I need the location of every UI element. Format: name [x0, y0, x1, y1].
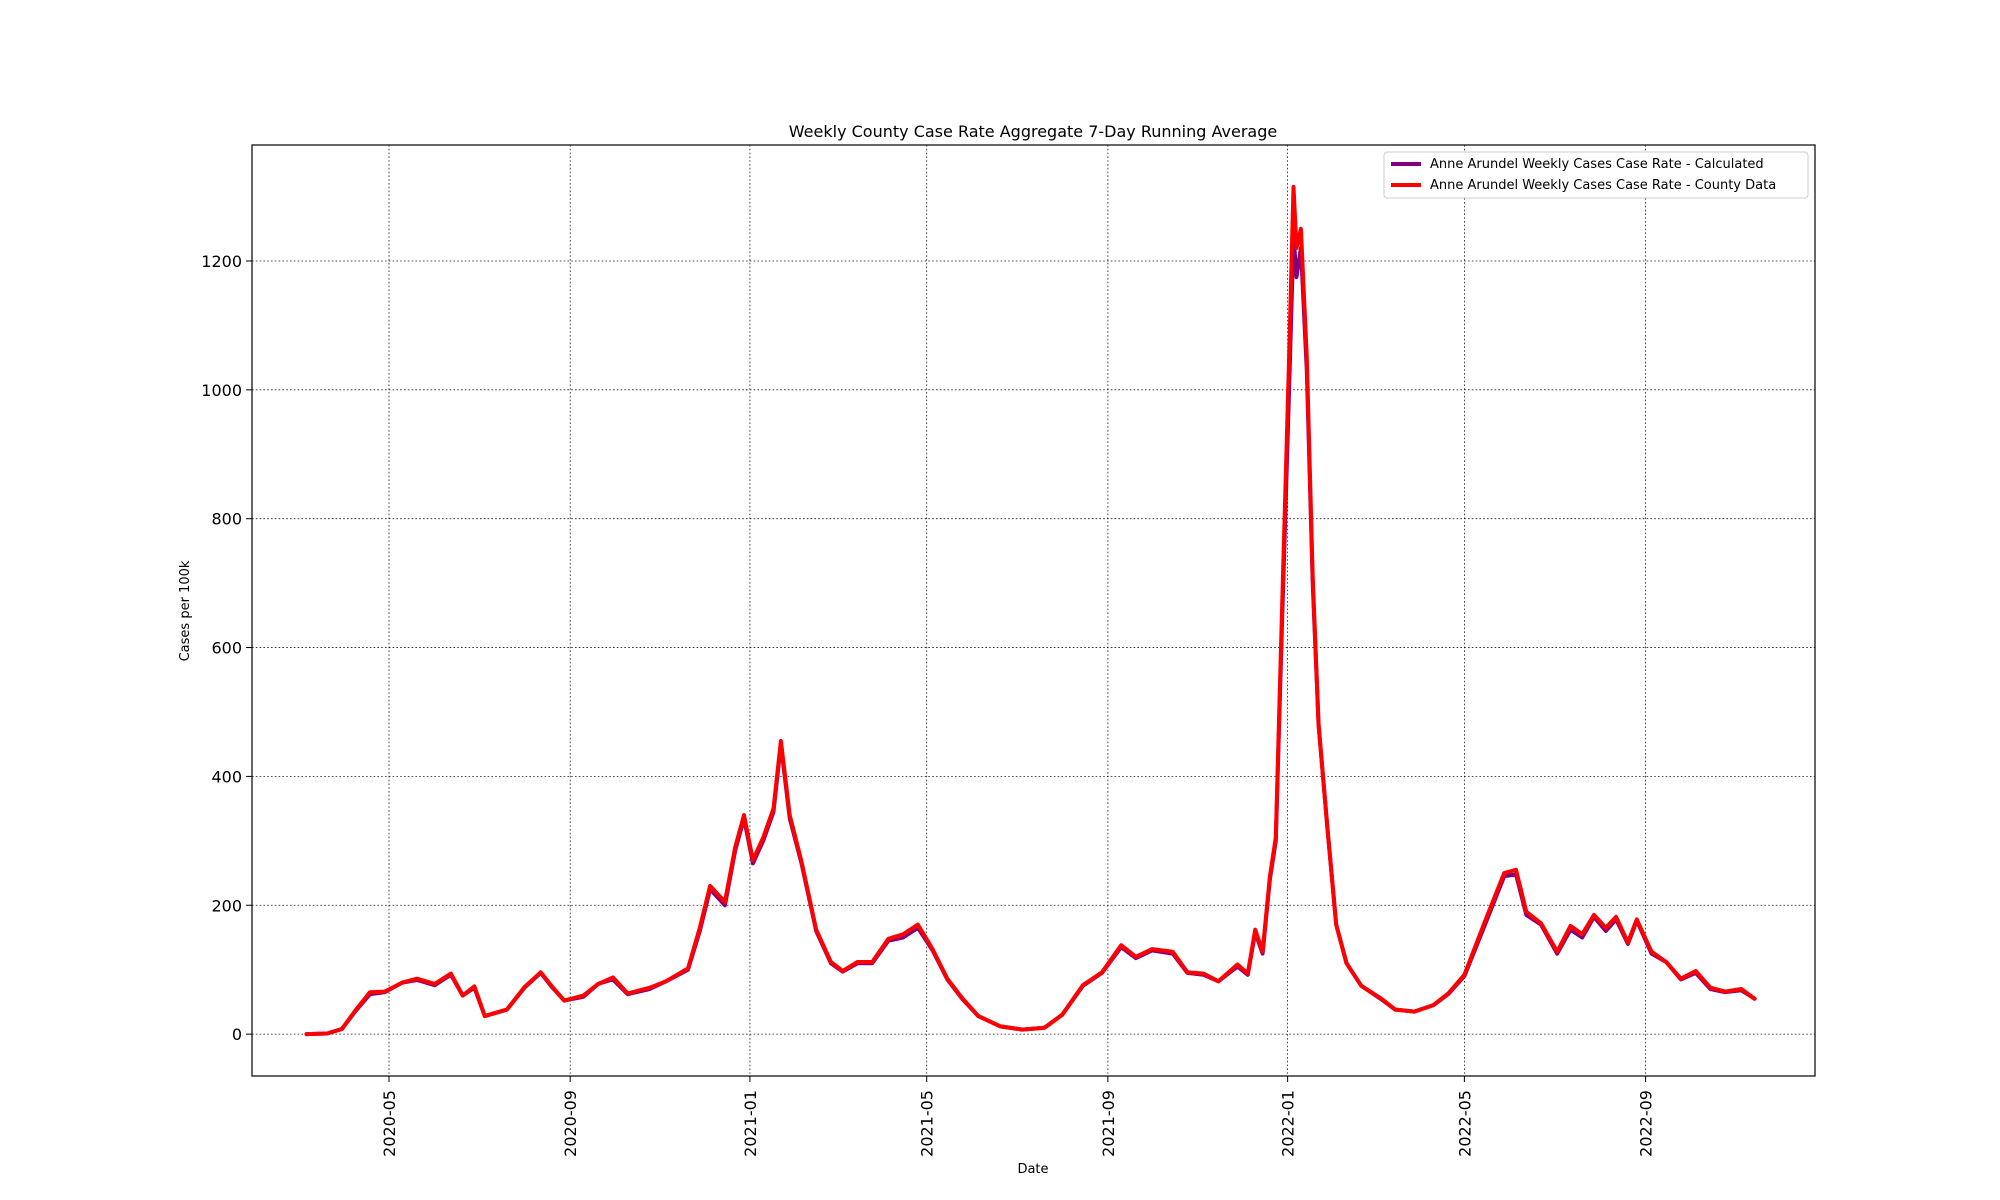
x-tick-label: 2022-01	[1279, 1090, 1298, 1157]
x-tick-label: 2021-05	[918, 1090, 937, 1157]
chart-title: Weekly County Case Rate Aggregate 7-Day …	[789, 122, 1277, 141]
plot-lines	[304, 184, 1757, 1037]
x-tick-label: 2020-05	[380, 1090, 399, 1157]
legend-box	[1383, 151, 1809, 199]
legend-label-county-data: Anne Arundel Weekly Cases Case Rate - Co…	[1430, 178, 1776, 193]
legend: Anne Arundel Weekly Cases Case Rate - Ca…	[1383, 151, 1809, 199]
y-tick-label: 400	[211, 767, 242, 786]
y-tick-label: 0	[232, 1025, 242, 1044]
y-tick-label: 600	[211, 639, 242, 658]
x-tick-label: 2020-09	[561, 1090, 580, 1157]
x-axis: 2020-05 2020-09 2021-01 2021-05 2021-09 2022-…	[380, 1076, 1656, 1157]
y-axis: 0 200 400 600 800 1000 1200	[201, 252, 252, 1044]
grid	[252, 145, 1815, 1076]
y-tick-label: 1200	[201, 252, 242, 271]
legend-label-calculated: Anne Arundel Weekly Cases Case Rate - Ca…	[1430, 157, 1764, 172]
plot-frame	[251, 144, 1816, 1077]
y-tick-label: 200	[211, 896, 242, 915]
series-line-county-data	[304, 184, 1757, 1037]
x-axis-label: Date	[1017, 1162, 1048, 1177]
y-tick-label: 1000	[201, 381, 242, 400]
x-tick-label: 2021-01	[741, 1090, 760, 1157]
x-tick-label: 2021-09	[1099, 1090, 1118, 1157]
x-tick-label: 2022-05	[1455, 1090, 1474, 1157]
y-tick-label: 800	[211, 510, 242, 529]
y-axis-label: Cases per 100k	[178, 560, 193, 661]
x-tick-label: 2022-09	[1637, 1090, 1656, 1157]
